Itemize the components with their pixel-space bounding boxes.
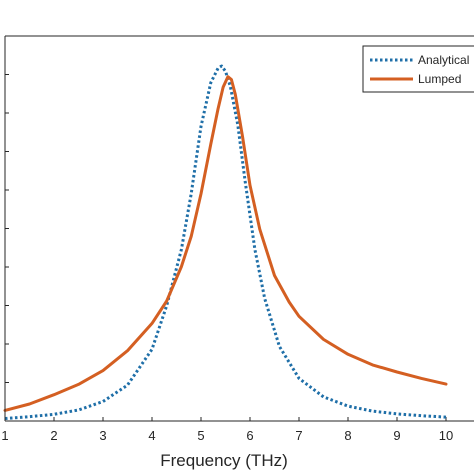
x-tick-label: 10 bbox=[439, 428, 453, 443]
x-tick-label: 8 bbox=[344, 428, 351, 443]
x-tick-label: 4 bbox=[148, 428, 155, 443]
legend-box bbox=[362, 45, 474, 93]
series-line-analytical bbox=[4, 64, 447, 420]
legend-label-lumped: Lumped bbox=[418, 72, 461, 86]
x-tick-label: 3 bbox=[99, 428, 106, 443]
x-tick-label: 9 bbox=[393, 428, 400, 443]
x-tick-label: 2 bbox=[50, 428, 57, 443]
legend-label-analytical: Analytical bbox=[418, 53, 469, 67]
series-line-lumped bbox=[3, 75, 448, 412]
series-group bbox=[3, 64, 448, 420]
x-ticks: 1 2 3 4 5 6 7 8 9 10 bbox=[1, 417, 453, 443]
x-tick-label: 5 bbox=[197, 428, 204, 443]
x-tick-label: 6 bbox=[246, 428, 253, 443]
x-axis-title: Frequency (THz) bbox=[160, 451, 288, 470]
x-tick-label: 7 bbox=[295, 428, 302, 443]
legend: Analytical Lumped bbox=[362, 45, 474, 93]
x-tick-label: 1 bbox=[1, 428, 8, 443]
